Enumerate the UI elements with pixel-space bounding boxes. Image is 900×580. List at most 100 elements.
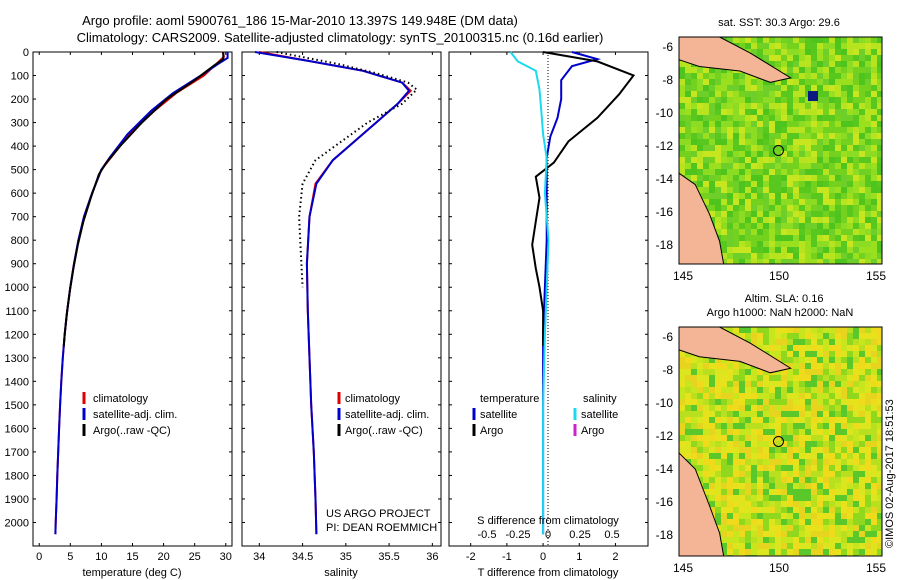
map-cell <box>769 121 775 127</box>
map-cell <box>799 399 805 405</box>
map-cell <box>859 339 865 345</box>
x-tick-label: -1 <box>502 551 512 563</box>
map-cell <box>733 393 739 399</box>
map-cell <box>805 381 811 387</box>
salinity-plot-frame <box>241 51 442 547</box>
map-cell <box>739 211 745 217</box>
map-cell <box>811 525 817 531</box>
map-cell <box>859 115 865 121</box>
map-lon-label: 150 <box>769 561 789 575</box>
map-cell <box>733 507 739 513</box>
map-cell <box>853 145 859 151</box>
map-cell <box>871 423 877 429</box>
map-cell <box>877 73 882 79</box>
map-cell <box>781 393 787 399</box>
map-cell <box>799 549 805 555</box>
map-cell <box>877 363 882 369</box>
map-cell <box>727 501 733 507</box>
map-cell <box>823 55 829 61</box>
map-cell <box>757 495 763 501</box>
map-cell <box>811 229 817 235</box>
map-cell <box>829 91 835 97</box>
map-cell <box>823 501 829 507</box>
map-cell <box>691 435 697 441</box>
map-cell <box>703 139 709 145</box>
map-cell <box>793 43 799 49</box>
depth-tick-label: 0 <box>23 47 29 59</box>
map-cell <box>763 193 769 199</box>
x-tick-label: 2 <box>612 551 618 563</box>
map-cell <box>697 127 703 133</box>
map-cell <box>685 145 691 151</box>
map-cell <box>865 375 871 381</box>
difference-panel: -2 -1 0 1 2 T difference from climatology S … <box>448 51 649 579</box>
map-cell <box>877 393 882 399</box>
map-cell <box>769 55 775 61</box>
map-cell <box>859 103 865 109</box>
map-cell <box>745 501 751 507</box>
map-cell <box>805 441 811 447</box>
map-cell <box>715 507 721 513</box>
map-cell <box>829 163 835 169</box>
map-cell <box>745 157 751 163</box>
map-cell <box>835 405 841 411</box>
map-cell <box>757 91 763 97</box>
map-cell <box>817 489 823 495</box>
map-cell <box>871 67 877 73</box>
map-cell <box>781 351 787 357</box>
map-cell <box>787 375 793 381</box>
map-cell <box>877 507 882 513</box>
map-cell <box>727 543 733 549</box>
map-cell <box>877 223 882 229</box>
map-cell <box>829 133 835 139</box>
map-cell <box>745 253 751 259</box>
map-cell <box>733 537 739 543</box>
map-cell <box>805 501 811 507</box>
map-cell <box>817 525 823 531</box>
map-cell <box>793 115 799 121</box>
depth-tick-label: 1100 <box>5 306 29 318</box>
map-cell <box>859 507 865 513</box>
map-cell <box>769 145 775 151</box>
map-cell <box>847 235 853 241</box>
map-cell <box>799 73 805 79</box>
map-cell <box>829 61 835 67</box>
map-cell <box>877 175 882 181</box>
map-cell <box>703 477 709 483</box>
map-cell <box>781 357 787 363</box>
map-cell <box>853 235 859 241</box>
map-cell <box>769 339 775 345</box>
map-cell <box>847 381 853 387</box>
map-cell <box>799 181 805 187</box>
map-cell <box>847 333 853 339</box>
map-cell <box>715 483 721 489</box>
map-cell <box>697 453 703 459</box>
map-cell <box>775 333 781 339</box>
map-cell <box>703 97 709 103</box>
map-cell <box>757 55 763 61</box>
map-cell <box>853 429 859 435</box>
map-cell <box>865 381 871 387</box>
map-cell <box>739 405 745 411</box>
map-cell <box>727 477 733 483</box>
map-cell <box>757 199 763 205</box>
map-cell <box>853 363 859 369</box>
map-cell <box>697 471 703 477</box>
map-cell <box>787 205 793 211</box>
map-cell <box>805 429 811 435</box>
map-cell <box>859 259 865 264</box>
map-cell <box>709 145 715 151</box>
map-cell <box>793 441 799 447</box>
map-cell <box>805 417 811 423</box>
map-cell <box>769 241 775 247</box>
salinity-panel: 34 34.5 35 35.5 36 salinity climatology sate… <box>241 51 442 579</box>
map-cell <box>685 387 691 393</box>
map-cell <box>817 91 823 97</box>
map-cell <box>817 55 823 61</box>
map-cell <box>811 109 817 115</box>
map-cell <box>763 339 769 345</box>
map-cell <box>877 61 882 67</box>
map-cell <box>829 525 835 531</box>
map-lat-label: -8 <box>662 363 673 377</box>
map-cell <box>799 513 805 519</box>
